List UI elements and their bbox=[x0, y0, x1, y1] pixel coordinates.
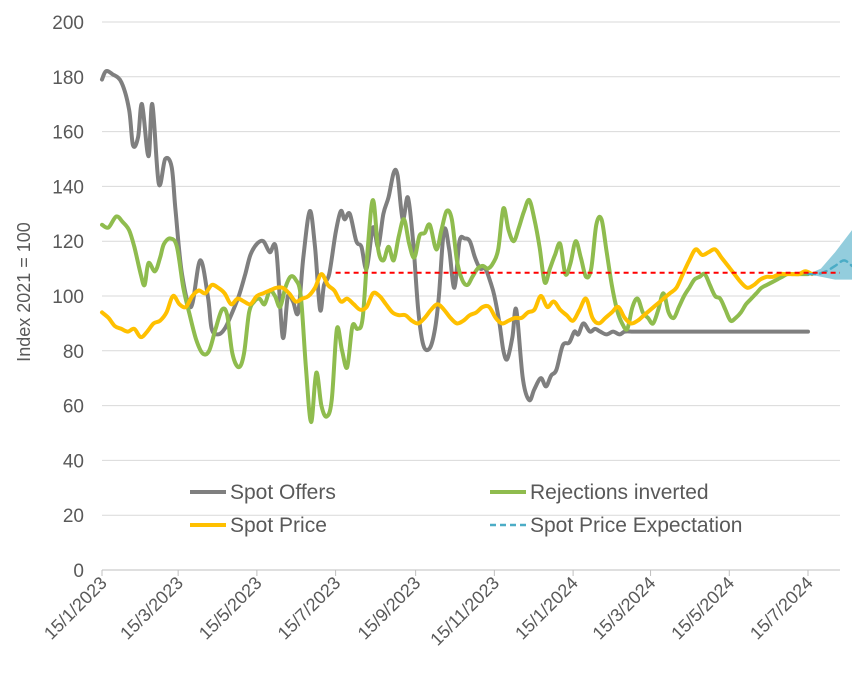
legend: Spot Offers Rejections inverted Spot Price… bbox=[190, 481, 742, 537]
series-line-spot-price-expectation bbox=[806, 259, 852, 276]
y-tick-label: 100 bbox=[52, 287, 84, 308]
legend-label: Spot Offers bbox=[230, 481, 336, 504]
x-tick-label: 15/3/2024 bbox=[589, 573, 660, 644]
x-tick-label: 15/7/2024 bbox=[746, 573, 817, 644]
x-tick-label: 15/3/2023 bbox=[116, 573, 187, 644]
legend-label: Rejections inverted bbox=[530, 481, 709, 504]
legend-label: Spot Price bbox=[230, 514, 327, 537]
x-axis: 15/1/2023 15/3/2023 15/5/2023 15/7/2023 15/9… bbox=[40, 569, 840, 650]
y-tick-label: 160 bbox=[52, 123, 84, 144]
expectation-band bbox=[808, 229, 852, 280]
legend-label: Spot Price Expectation bbox=[530, 514, 742, 537]
x-tick-label: 15/1/2023 bbox=[40, 573, 111, 644]
y-axis: 0 20 40 60 80 100 120 140 160 180 200 bbox=[52, 13, 84, 582]
y-tick-label: 180 bbox=[52, 68, 84, 89]
x-tick-label: 15/11/2023 bbox=[426, 573, 503, 650]
series-line-spot-price bbox=[100, 247, 814, 340]
x-tick-label: 15/5/2024 bbox=[667, 573, 738, 644]
x-tick-label: 15/9/2023 bbox=[354, 573, 425, 644]
y-tick-label: 20 bbox=[63, 506, 84, 527]
y-tick-label: 80 bbox=[63, 342, 84, 363]
series-layer bbox=[100, 69, 852, 425]
series-line-rejections-inverted bbox=[100, 197, 810, 425]
x-tick-label: 15/7/2023 bbox=[274, 573, 345, 644]
series-line-spot-offers bbox=[100, 69, 810, 403]
y-tick-label: 140 bbox=[52, 177, 84, 198]
y-tick-label: 60 bbox=[63, 397, 84, 418]
y-tick-label: 40 bbox=[63, 451, 84, 472]
y-tick-label: 0 bbox=[73, 561, 84, 582]
x-tick-label: 15/5/2023 bbox=[195, 573, 266, 644]
x-tick-label: 15/1/2024 bbox=[511, 573, 582, 644]
y-tick-label: 120 bbox=[52, 232, 84, 253]
y-axis-title: Index 2021 = 100 bbox=[14, 222, 34, 362]
y-tick-label: 200 bbox=[52, 13, 84, 34]
